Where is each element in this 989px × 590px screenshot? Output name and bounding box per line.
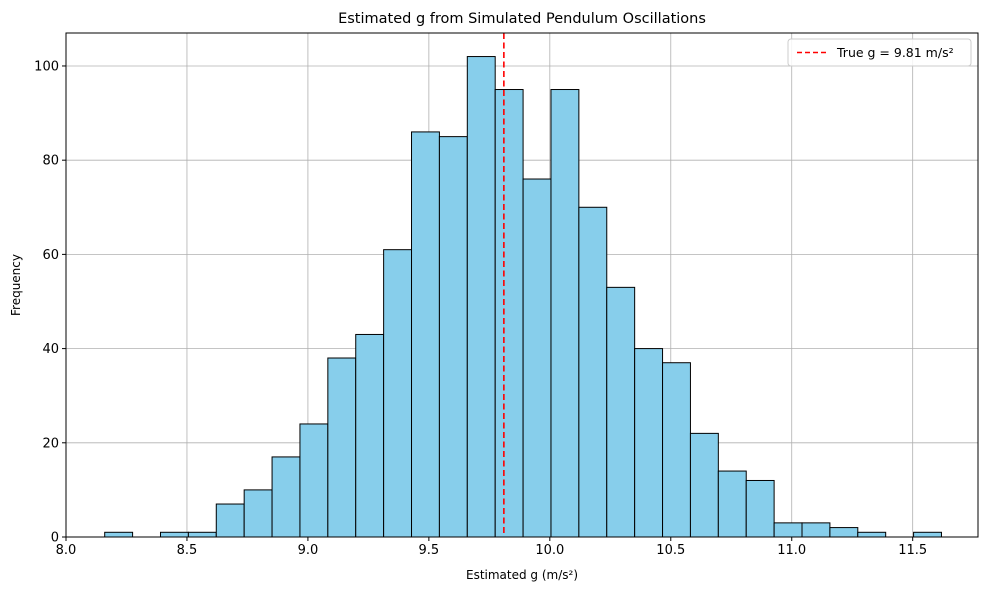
histogram-bars [104, 56, 942, 538]
x-tick-label: 9.0 [298, 543, 319, 558]
histogram-bar [606, 286, 636, 538]
histogram-bar [745, 479, 775, 538]
histogram-bar [522, 178, 552, 538]
histogram-bar [717, 470, 747, 538]
x-tick-label: 11.0 [777, 543, 806, 558]
plot-frame [65, 32, 979, 538]
x-tick-label: 9.5 [419, 543, 440, 558]
y-tick-label: 40 [42, 342, 59, 357]
legend: True g = 9.81 m/s² [787, 38, 972, 67]
histogram-bar [773, 522, 803, 538]
histogram-bar [215, 503, 245, 538]
y-tick-label: 80 [42, 154, 59, 169]
x-tick-label: 8.5 [177, 543, 198, 558]
histogram-bar [243, 489, 273, 538]
histogram-bar [689, 432, 719, 538]
x-tick-label: 8.0 [56, 543, 77, 558]
histogram-bar [662, 362, 691, 538]
histogram-bar [104, 531, 134, 538]
y-axis-label: Frequency [9, 254, 23, 316]
histogram-bar [271, 456, 301, 538]
histogram-bar [857, 531, 887, 538]
histogram-bar [466, 56, 496, 538]
histogram-bar [494, 89, 524, 538]
histogram-bar [634, 348, 664, 538]
y-tick-label: 20 [42, 436, 59, 451]
x-tick-label: 10.0 [535, 543, 564, 558]
histogram-bar [550, 89, 580, 538]
y-tick-label: 0 [51, 531, 59, 546]
x-tick-label: 11.5 [898, 543, 927, 558]
histogram-bar [299, 423, 329, 538]
histogram-bar [327, 357, 357, 538]
histogram-bar [829, 527, 859, 538]
histogram-bar [355, 333, 385, 538]
histogram-bar [159, 531, 189, 538]
histogram-bar [913, 531, 942, 538]
x-tick-label: 10.5 [656, 543, 685, 558]
axis-ticks: 8.0 8.5 9.0 9.5 10.0 10.5 11.0 11.5 0 20 40 60 80 100 [34, 59, 927, 558]
legend-box [787, 38, 972, 67]
legend-label: True g = 9.81 m/s² [836, 45, 954, 60]
chart-title: Estimated g from Simulated Pendulum Osci… [338, 11, 706, 27]
y-tick-label: 60 [42, 248, 59, 263]
histogram-bar [801, 522, 831, 538]
histogram-bar [187, 531, 217, 538]
histogram-bar [438, 136, 468, 538]
histogram-bar [578, 206, 608, 538]
y-tick-label: 100 [34, 59, 59, 74]
histogram-bar [411, 131, 440, 538]
x-axis-label: Estimated g (m/s²) [466, 568, 578, 582]
histogram-bar [383, 249, 413, 538]
